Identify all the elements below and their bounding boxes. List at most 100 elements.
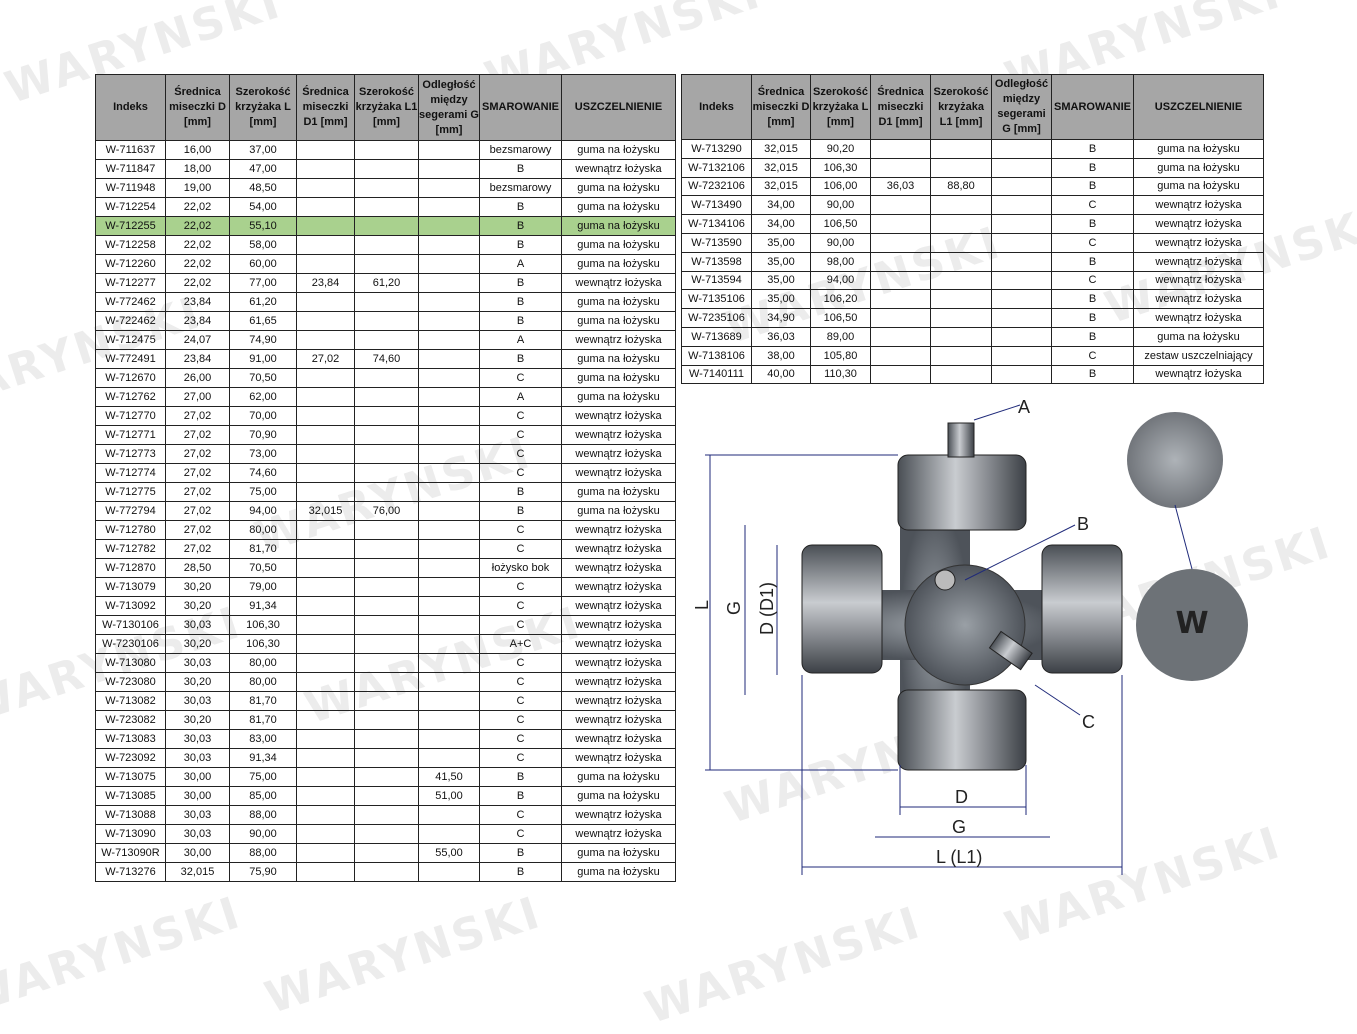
table-cell: 88,00 [229, 843, 297, 863]
table-cell: B [1051, 214, 1134, 234]
table-cell: W-7230106 [95, 634, 166, 654]
table-cell: guma na łożysku [561, 368, 676, 388]
table-cell: B [479, 843, 562, 863]
table-cell: 22,02 [165, 273, 230, 293]
table-cell: wewnątrz łożyska [561, 748, 676, 768]
right-spec-table: Indeks Średnica miseczki D [mm] Szerokość … [681, 74, 1264, 385]
table-cell [296, 368, 355, 388]
table-cell [870, 195, 931, 216]
table-cell [296, 178, 355, 198]
table-cell: 81,70 [229, 691, 297, 711]
table-cell: C [479, 406, 562, 426]
table-cell: 90,00 [810, 232, 871, 253]
table-cell: 30,03 [165, 615, 230, 635]
table-cell: 90,20 [810, 139, 871, 159]
table-cell: 30,20 [165, 710, 230, 730]
table-cell: 34,00 [751, 195, 811, 216]
table-cell: 27,02 [165, 520, 230, 540]
table-cell: A [479, 254, 562, 274]
table-cell: C [1051, 345, 1134, 366]
column-header: Szerokość krzyżaka L1 [mm] [930, 74, 992, 140]
table-row: W-711948 19,00 48,50 bezsmarowy guma na łoży… [95, 178, 676, 198]
table-cell [296, 558, 355, 578]
table-cell: 22,02 [165, 197, 230, 217]
table-cell: 73,00 [229, 444, 297, 464]
table-cell: W-7134106 [681, 214, 752, 234]
table-cell: C [479, 615, 562, 635]
table-cell [296, 805, 355, 825]
table-cell [418, 292, 480, 312]
table-cell: W-712771 [95, 425, 166, 445]
table-cell: guma na łożysku [561, 140, 676, 160]
table-cell: wewnątrz łożyska [561, 672, 676, 692]
table-cell: 54,00 [229, 197, 297, 217]
table-cell [296, 235, 355, 255]
table-cell [418, 406, 480, 426]
table-cell: 32,015 [751, 157, 811, 178]
table-cell [418, 387, 480, 407]
table-cell: 23,84 [165, 349, 230, 369]
table-cell: 81,70 [229, 539, 297, 559]
table-cell [296, 824, 355, 844]
table-cell: 79,00 [229, 577, 297, 597]
table-cell: wewnątrz łożyska [561, 159, 676, 179]
table-cell [418, 235, 480, 255]
table-cell: 81,70 [229, 710, 297, 730]
table-cell [354, 406, 419, 426]
table-cell [354, 159, 419, 179]
table-cell: 30,03 [165, 653, 230, 673]
table-cell [354, 577, 419, 597]
table-cell [354, 520, 419, 540]
table-cell: B [479, 501, 562, 521]
table-cell [870, 289, 931, 310]
table-cell [354, 805, 419, 825]
table-cell: 32,015 [751, 139, 811, 159]
table-cell: W-712775 [95, 482, 166, 502]
table-cell: wewnątrz łożyska [561, 273, 676, 293]
table-cell [418, 634, 480, 654]
watermark-text: WARYNSKI [0, 886, 248, 1025]
table-cell: wewnątrz łożyska [561, 691, 676, 711]
table-cell: wewnątrz łożyska [1133, 308, 1264, 328]
table-cell: W-772462 [95, 292, 166, 312]
table-cell: 106,30 [229, 615, 297, 635]
table-cell: 74,60 [229, 463, 297, 483]
table-cell [296, 691, 355, 711]
table-cell [418, 520, 480, 540]
table-cell: W-712475 [95, 330, 166, 350]
table-cell: 16,00 [165, 140, 230, 160]
table-cell [870, 308, 931, 328]
table-cell [354, 653, 419, 673]
column-header: Indeks [681, 74, 752, 140]
table-cell [296, 254, 355, 274]
table-row: W-712870 28,50 70,50 łożysko bok wewnątrz ło… [95, 558, 676, 578]
table-cell: W-713092 [95, 596, 166, 616]
table-cell: B [479, 273, 562, 293]
table-cell [418, 558, 480, 578]
table-cell: guma na łożysku [561, 387, 676, 407]
table-cell: 34,90 [751, 308, 811, 328]
table-cell [418, 539, 480, 559]
table-cell [296, 216, 355, 236]
table-cell [418, 463, 480, 483]
table-cell: B [1051, 176, 1134, 197]
table-cell: 26,00 [165, 368, 230, 388]
table-cell: guma na łożysku [561, 843, 676, 863]
table-cell: B [479, 292, 562, 312]
table-cell: guma na łożysku [561, 767, 676, 787]
table-cell: A [479, 387, 562, 407]
table-cell: 27,00 [165, 387, 230, 407]
table-cell: wewnątrz łożyska [1133, 251, 1264, 272]
table-cell: 28,50 [165, 558, 230, 578]
table-cell [418, 349, 480, 369]
table-cell: 48,50 [229, 178, 297, 198]
table-cell [354, 691, 419, 711]
table-cell [870, 345, 931, 366]
table-cell: 41,50 [418, 767, 480, 787]
table-cell: 55,00 [418, 843, 480, 863]
